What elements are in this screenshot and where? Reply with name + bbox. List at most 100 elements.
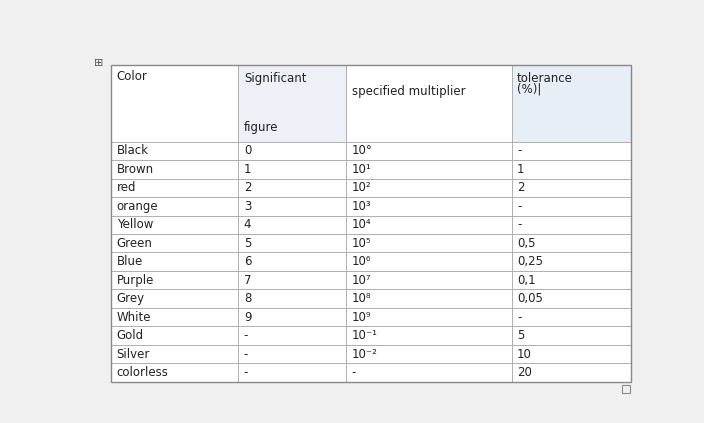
Text: 10²: 10² xyxy=(351,181,371,194)
Bar xyxy=(111,345,239,363)
Bar xyxy=(111,308,239,327)
Text: 7: 7 xyxy=(244,274,251,287)
Bar xyxy=(346,234,512,253)
Text: Black: Black xyxy=(117,144,149,157)
Text: 0,5: 0,5 xyxy=(517,237,536,250)
Text: 2: 2 xyxy=(517,181,524,194)
Bar xyxy=(239,363,346,382)
Text: 6: 6 xyxy=(244,255,251,268)
Bar xyxy=(239,289,346,308)
Bar xyxy=(346,271,512,289)
Bar xyxy=(111,363,239,382)
Bar xyxy=(111,65,239,142)
Bar xyxy=(239,253,346,271)
Bar xyxy=(512,65,631,142)
Text: 9: 9 xyxy=(244,310,251,324)
Bar xyxy=(239,160,346,179)
Text: 1: 1 xyxy=(244,163,251,176)
Bar xyxy=(346,345,512,363)
Text: Purple: Purple xyxy=(117,274,154,287)
Bar xyxy=(239,197,346,216)
Text: -: - xyxy=(517,310,522,324)
Text: specified multiplier: specified multiplier xyxy=(351,85,465,98)
Bar xyxy=(239,271,346,289)
Bar xyxy=(111,327,239,345)
Bar xyxy=(239,65,346,142)
Bar xyxy=(111,216,239,234)
Text: figure: figure xyxy=(244,121,278,134)
Text: 10³: 10³ xyxy=(351,200,371,213)
Text: 0,1: 0,1 xyxy=(517,274,536,287)
Bar xyxy=(239,327,346,345)
Text: Grey: Grey xyxy=(117,292,145,305)
Bar xyxy=(346,363,512,382)
Bar xyxy=(111,142,239,160)
Text: Gold: Gold xyxy=(117,329,144,342)
Text: -: - xyxy=(517,144,522,157)
Text: 0,25: 0,25 xyxy=(517,255,543,268)
Text: -: - xyxy=(517,200,522,213)
Text: 10⁹: 10⁹ xyxy=(351,310,371,324)
Bar xyxy=(512,271,631,289)
Text: 0,05: 0,05 xyxy=(517,292,543,305)
Text: Silver: Silver xyxy=(117,348,150,361)
Bar xyxy=(346,179,512,197)
Text: 10⁷: 10⁷ xyxy=(351,274,371,287)
Bar xyxy=(512,216,631,234)
Text: Green: Green xyxy=(117,237,153,250)
Bar xyxy=(512,308,631,327)
Text: 10¹: 10¹ xyxy=(351,163,371,176)
Bar xyxy=(346,65,512,142)
Text: 20: 20 xyxy=(517,366,532,379)
Bar xyxy=(239,142,346,160)
Bar xyxy=(346,253,512,271)
Bar xyxy=(512,197,631,216)
Text: tolerance: tolerance xyxy=(517,71,573,85)
Text: -: - xyxy=(351,366,356,379)
Bar xyxy=(239,308,346,327)
Bar xyxy=(111,289,239,308)
Text: -: - xyxy=(244,329,248,342)
Bar xyxy=(512,253,631,271)
Text: 5: 5 xyxy=(244,237,251,250)
Text: orange: orange xyxy=(117,200,158,213)
Bar xyxy=(512,179,631,197)
Bar xyxy=(111,160,239,179)
Text: 10⁸: 10⁸ xyxy=(351,292,371,305)
Text: 2: 2 xyxy=(244,181,251,194)
Bar xyxy=(512,363,631,382)
Text: White: White xyxy=(117,310,151,324)
Text: 10°: 10° xyxy=(351,144,372,157)
Bar xyxy=(111,179,239,197)
Text: -: - xyxy=(244,348,248,361)
Bar xyxy=(346,216,512,234)
Text: -: - xyxy=(517,218,522,231)
Text: 10⁵: 10⁵ xyxy=(351,237,371,250)
Bar xyxy=(346,289,512,308)
Text: 3: 3 xyxy=(244,200,251,213)
Bar xyxy=(512,160,631,179)
Bar xyxy=(346,308,512,327)
Bar xyxy=(512,327,631,345)
Bar xyxy=(111,253,239,271)
Bar xyxy=(512,345,631,363)
Text: 0: 0 xyxy=(244,144,251,157)
Bar xyxy=(239,345,346,363)
Text: 10⁶: 10⁶ xyxy=(351,255,371,268)
Text: 5: 5 xyxy=(517,329,524,342)
Text: Blue: Blue xyxy=(117,255,143,268)
Text: Brown: Brown xyxy=(117,163,154,176)
Text: red: red xyxy=(117,181,136,194)
Text: 1: 1 xyxy=(517,163,524,176)
Bar xyxy=(111,271,239,289)
Bar xyxy=(346,327,512,345)
Text: -: - xyxy=(244,366,248,379)
Bar xyxy=(111,234,239,253)
Bar xyxy=(512,289,631,308)
Text: Color: Color xyxy=(117,70,148,83)
Bar xyxy=(512,142,631,160)
Bar xyxy=(239,179,346,197)
Bar xyxy=(622,385,629,393)
Bar xyxy=(346,142,512,160)
Text: 4: 4 xyxy=(244,218,251,231)
